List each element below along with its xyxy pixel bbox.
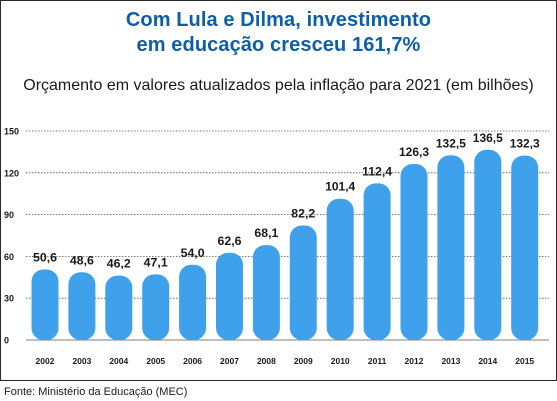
bar-2002: [31, 269, 59, 340]
x-tick-label-2010: 2010: [331, 356, 350, 366]
x-tick-label-2015: 2015: [515, 356, 534, 366]
bar-2006: [179, 264, 207, 340]
bar-2003: [68, 272, 96, 340]
x-tick-label-2009: 2009: [294, 356, 313, 366]
value-label-2009: 82,2: [291, 206, 315, 220]
bar-2008: [252, 245, 280, 340]
x-tick-label-2014: 2014: [478, 356, 497, 366]
value-label-2013: 132,5: [436, 136, 466, 150]
x-tick-label-2006: 2006: [183, 356, 202, 366]
y-tick-label-120: 120: [4, 168, 19, 178]
bar-2005: [142, 274, 170, 340]
x-tick-label-2008: 2008: [257, 356, 276, 366]
value-label-2003: 48,6: [70, 253, 94, 267]
bar-2009: [289, 225, 317, 340]
value-label-2005: 47,1: [144, 255, 168, 269]
value-label-2010: 101,4: [325, 180, 355, 194]
chart-title-line-2: em educação cresceu 161,7%: [136, 34, 421, 56]
x-tick-label-2003: 2003: [72, 356, 91, 366]
value-label-2002: 50,6: [33, 250, 57, 264]
value-label-2014: 136,5: [473, 131, 503, 145]
y-tick-label-90: 90: [4, 210, 14, 220]
bar-2004: [105, 275, 133, 340]
value-label-2015: 132,3: [510, 137, 540, 151]
x-tick-label-2011: 2011: [368, 356, 387, 366]
x-tick-label-2002: 2002: [36, 356, 55, 366]
bar-2013: [437, 155, 465, 340]
x-tick-label-2013: 2013: [441, 356, 460, 366]
chart-title-line-1: Com Lula e Dilma, investimento: [125, 9, 432, 31]
chart-subtitle: Orçamento em valores atualizados pela in…: [23, 77, 534, 94]
bar-2014: [474, 149, 502, 340]
value-label-2008: 68,1: [254, 226, 278, 240]
bar-2012: [400, 164, 428, 340]
y-tick-label-30: 30: [4, 294, 14, 304]
chart-title: Com Lula e Dilma, investimento em educaç…: [0, 8, 557, 58]
x-tick-label-2007: 2007: [220, 356, 239, 366]
value-label-2011: 112,4: [362, 164, 392, 178]
value-label-2006: 54,0: [181, 246, 205, 260]
x-tick-label-2004: 2004: [109, 356, 128, 366]
bar-2010: [326, 198, 354, 340]
value-label-2007: 62,6: [218, 234, 242, 248]
y-tick-label-60: 60: [4, 252, 14, 262]
source-note: Fonte: Ministério da Educação (MEC): [4, 386, 188, 398]
value-label-2004: 46,2: [107, 257, 131, 271]
bar-2011: [363, 183, 391, 340]
x-tick-label-2012: 2012: [405, 356, 424, 366]
y-tick-label-150: 150: [4, 127, 19, 137]
bar-2015: [511, 155, 539, 340]
value-label-2012: 126,3: [399, 145, 429, 159]
bar-2007: [216, 252, 243, 340]
y-tick-label-0: 0: [4, 336, 9, 346]
x-tick-label-2005: 2005: [146, 356, 165, 366]
